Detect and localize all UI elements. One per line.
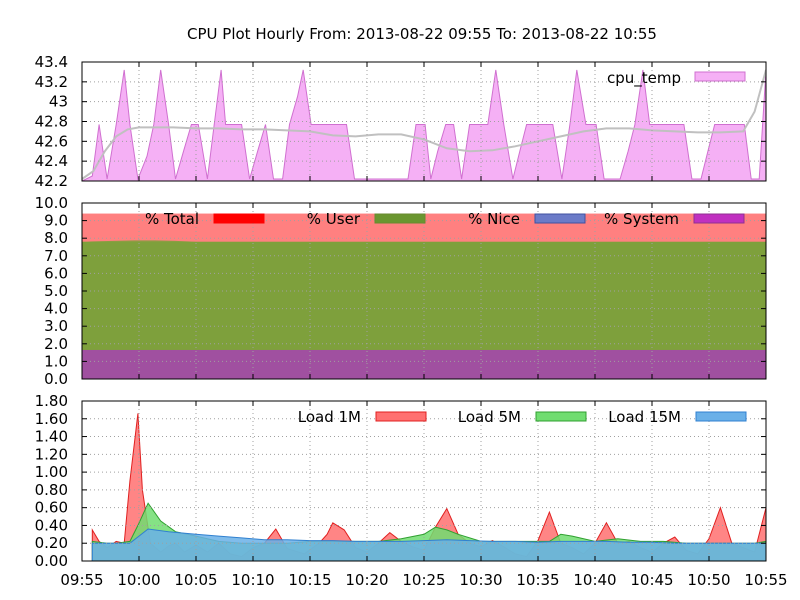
y-tick-label: 5.0 — [44, 282, 68, 300]
legend-swatch-nice — [534, 213, 586, 224]
x-tick-label: 10:15 — [288, 571, 331, 589]
y-tick-label: 42.8 — [35, 113, 68, 131]
x-tick-label: 10:30 — [459, 571, 502, 589]
y-tick-label: 7.0 — [44, 247, 68, 265]
x-tick-label: 10:25 — [402, 571, 445, 589]
legend-label-load-5m: Load 5M — [458, 408, 521, 426]
legend-swatch-user — [374, 213, 426, 224]
legend-label-load-15m: Load 15M — [608, 408, 681, 426]
y-tick-label: 0.80 — [35, 481, 68, 499]
legend-swatch-total — [213, 213, 265, 224]
y-tick-label: 2.0 — [44, 335, 68, 353]
area-user-bump — [82, 240, 196, 242]
panel-cpu-usage: 10.09.08.07.06.05.04.03.02.01.00.0 % Tota… — [35, 194, 767, 388]
legend-swatch-load-15m — [695, 411, 747, 422]
panel-plot-area — [82, 69, 766, 181]
x-tick-label: 10:05 — [174, 571, 217, 589]
panel-plot-area — [91, 413, 766, 561]
panel-temperature: 43.4 43.2 43 42.842.6 42.4 42.2 cpu_temp — [35, 53, 767, 190]
legend-label-load-1m: Load 1M — [298, 408, 361, 426]
legend-label-user: % User — [307, 210, 361, 228]
y-tick-label: 42.2 — [35, 172, 68, 190]
y-tick-label: 3.0 — [44, 317, 68, 335]
y-tick-label: 8.0 — [44, 229, 68, 247]
x-tick-label: 10:10 — [231, 571, 274, 589]
panel-plot-area — [82, 213, 766, 379]
x-tick-label: 09:55 — [60, 571, 103, 589]
area-cpu-temp — [82, 69, 766, 181]
y-tick-label: 42.4 — [35, 152, 68, 170]
panel-frame — [81, 400, 767, 562]
y-tick-label: 9.0 — [44, 212, 68, 230]
y-tick-label: 1.00 — [35, 463, 68, 481]
y-tick-label: 0.60 — [35, 499, 68, 517]
chart-title: CPU Plot Hourly From: 2013-08-22 09:55 T… — [187, 25, 657, 43]
y-tick-label: 0.40 — [35, 516, 68, 534]
legend-label-cpu-temp: cpu_temp — [607, 69, 681, 88]
trend-line — [82, 69, 766, 180]
legend-label-nice: % Nice — [468, 210, 520, 228]
y-tick-label: 0.20 — [35, 534, 68, 552]
y-tick-label: 6.0 — [44, 264, 68, 282]
x-tick-label: 10:55 — [744, 571, 787, 589]
legend-label-system: % System — [604, 210, 679, 228]
x-tick-label: 10:40 — [573, 571, 616, 589]
y-tick-label: 1.80 — [35, 392, 68, 410]
legend-swatch-load-1m — [375, 411, 427, 422]
panel-frame — [81, 202, 767, 380]
legend-swatch-cpu-temp — [694, 71, 746, 82]
y-tick-label: 1.0 — [44, 352, 68, 370]
panel-load: 1.801.601.401.201.000.800.600.400.200.00… — [35, 392, 767, 570]
y-tick-label: 1.20 — [35, 445, 68, 463]
legend-swatch-system — [693, 213, 745, 224]
legend-swatch-load-5m — [535, 411, 587, 422]
y-tick-label: 42.6 — [35, 132, 68, 150]
y-tick-label: 43.4 — [35, 53, 68, 71]
x-tick-label: 10:50 — [687, 571, 730, 589]
y-tick-label: 1.60 — [35, 410, 68, 428]
y-tick-label: 4.0 — [44, 300, 68, 318]
x-tick-label: 10:20 — [345, 571, 388, 589]
y-tick-label: 43.2 — [35, 73, 68, 91]
y-tick-label: 0.0 — [44, 370, 68, 388]
x-tick-label: 10:45 — [630, 571, 673, 589]
y-tick-label: 43 — [49, 93, 68, 111]
x-tick-label: 10:35 — [516, 571, 559, 589]
y-tick-label: 0.00 — [35, 552, 68, 570]
y-tick-label: 10.0 — [35, 194, 68, 212]
y-tick-label: 1.40 — [35, 428, 68, 446]
x-tick-label: 10:00 — [117, 571, 160, 589]
panel-frame — [81, 61, 767, 182]
legend-label-total: % Total — [145, 210, 199, 228]
